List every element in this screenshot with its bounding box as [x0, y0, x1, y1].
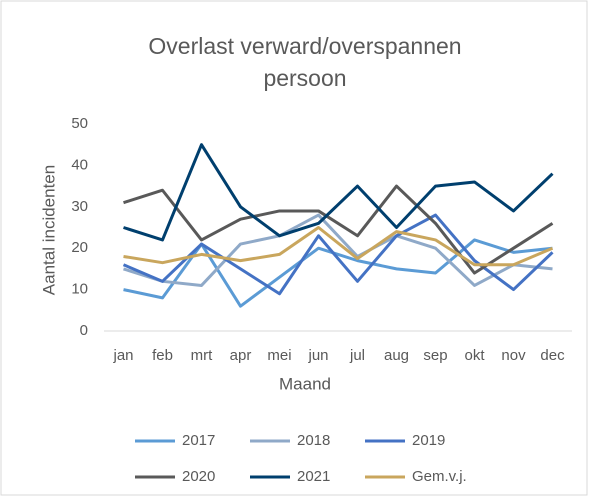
x-tick-label: jun	[307, 347, 328, 364]
x-tick-label: jul	[349, 347, 365, 364]
x-tick-label: sep	[423, 347, 447, 364]
line-series	[123, 226, 554, 267]
legend-label: 2019	[412, 432, 445, 449]
legend-label: 2020	[182, 468, 215, 485]
y-tick-label: 20	[71, 239, 88, 256]
x-tick-label: apr	[230, 347, 252, 364]
line-series	[123, 238, 553, 308]
line-series	[123, 184, 554, 275]
y-tick-label: 50	[71, 115, 88, 132]
x-tick-label: okt	[464, 347, 485, 364]
line-series	[123, 213, 553, 287]
x-tick-label: mei	[267, 347, 291, 364]
legend-label: 2021	[297, 468, 330, 485]
line-series	[123, 143, 554, 242]
x-tick-label: dec	[540, 347, 565, 364]
x-tick-label: aug	[384, 347, 409, 364]
legend-label: Gem.v.j.	[412, 468, 467, 485]
chart-title: Overlast verward/overspannen	[148, 33, 461, 59]
y-axis-title: Aantal incidenten	[39, 165, 58, 295]
x-tick-label: feb	[152, 347, 173, 364]
x-tick-label: jan	[112, 347, 133, 364]
y-tick-label: 40	[71, 156, 88, 173]
chart-title: persoon	[263, 65, 346, 91]
x-axis-title: Maand	[279, 374, 331, 393]
x-tick-label: mrt	[191, 347, 213, 364]
y-tick-label: 0	[80, 322, 88, 339]
x-tick-label: nov	[501, 347, 526, 364]
y-tick-label: 10	[71, 281, 88, 298]
y-tick-label: 30	[71, 198, 88, 215]
legend-label: 2018	[297, 432, 330, 449]
legend-label: 2017	[182, 432, 215, 449]
